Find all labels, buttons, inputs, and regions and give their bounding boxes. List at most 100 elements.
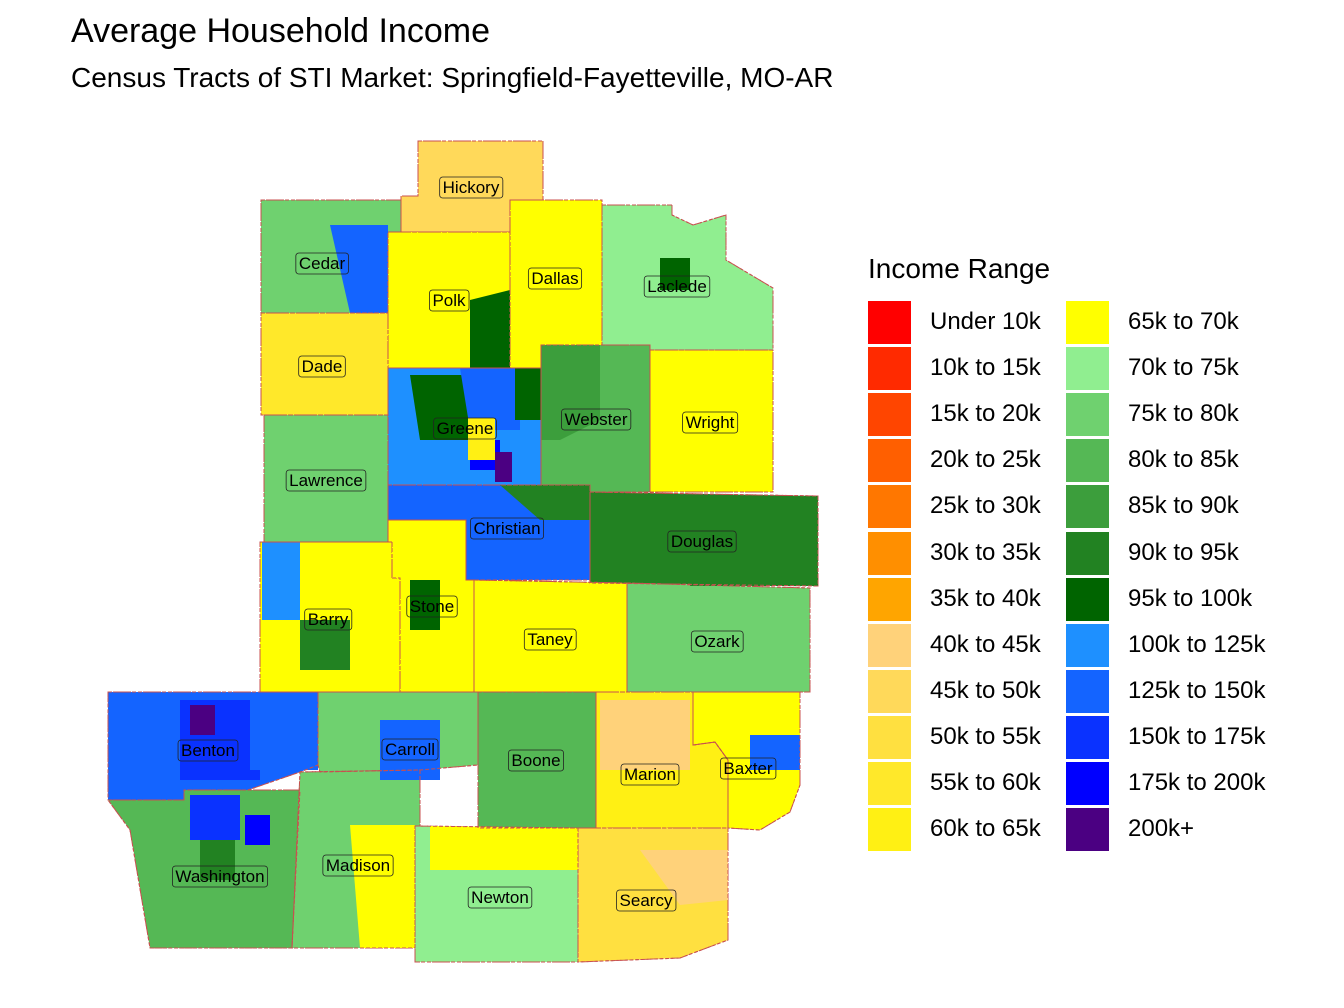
legend-swatch <box>868 439 911 483</box>
county-label-box <box>322 854 394 877</box>
county-labels: Hickory Cedar Polk Dallas Laclede Dade Greene W… <box>172 176 777 912</box>
legend-item: Under 10k <box>868 300 1098 346</box>
legend-item: 85k to 90k <box>1066 484 1296 530</box>
county-boundary <box>626 582 811 693</box>
county-label-box <box>295 252 349 275</box>
legend-item: 55k to 60k <box>868 761 1098 807</box>
county-label-box <box>643 275 711 298</box>
legend-label: 80k to 85k <box>1128 446 1239 474</box>
legend-label: 125k to 150k <box>1128 676 1266 704</box>
county-label: Dade <box>298 355 346 378</box>
tract-patch <box>410 580 440 630</box>
county-label-box <box>381 738 439 761</box>
county-label: Dallas <box>527 267 583 290</box>
legend-label: 65k to 70k <box>1128 308 1239 335</box>
legend-label: 15k to 20k <box>930 400 1041 428</box>
county-label-box <box>527 267 583 290</box>
legend-item: 175k to 200k <box>1066 761 1296 807</box>
county-label-box <box>429 289 470 312</box>
choropleth-map: Hickory Cedar Polk Dallas Laclede Dade Greene W… <box>107 140 819 963</box>
county-label-box <box>433 417 497 440</box>
legend-label: 45k to 50k <box>930 676 1041 704</box>
legend-label: 150k to 175k <box>1128 722 1266 750</box>
legend-swatch <box>1066 485 1109 529</box>
legend-item: 65k to 70k <box>1066 300 1296 346</box>
county-label-text: Marion <box>624 765 676 784</box>
legend-item: 125k to 150k <box>1066 669 1296 715</box>
county-label-text: Laclede <box>647 277 707 296</box>
county-label: Greene <box>433 417 497 440</box>
legend-swatch <box>1066 715 1109 759</box>
tract-patch <box>515 368 541 420</box>
legend-swatch <box>1066 347 1109 391</box>
county-label-box <box>720 757 777 780</box>
county-boundary <box>589 491 819 587</box>
legend-label: 60k to 65k <box>930 815 1041 843</box>
tract-patch <box>466 520 590 580</box>
county-label-text: Webster <box>565 410 628 429</box>
legend-item: 150k to 175k <box>1066 715 1296 761</box>
legend-label: 95k to 100k <box>1128 584 1253 612</box>
county-label-text: Newton <box>471 888 529 907</box>
county-label-text: Wright <box>686 413 735 432</box>
county-label: Polk <box>429 289 470 312</box>
legend-item: 95k to 100k <box>1066 577 1296 623</box>
legend-swatch <box>868 715 911 759</box>
county-label-text: Dade <box>302 357 343 376</box>
legend-item: 100k to 125k <box>1066 623 1296 669</box>
county-label: Webster <box>561 408 632 431</box>
county-label-text: Stone <box>410 597 454 616</box>
legend-swatch <box>1066 531 1109 575</box>
county-label-text: Benton <box>181 741 235 760</box>
county-label: Newton <box>467 886 533 909</box>
county-label-box <box>172 865 268 888</box>
legend-label: 70k to 75k <box>1128 354 1239 382</box>
county-boundary <box>649 349 774 493</box>
county-label-box <box>667 530 737 553</box>
legend-swatch <box>868 393 911 437</box>
tract-patch <box>190 795 240 840</box>
county-label: Barry <box>304 608 353 631</box>
county-label-text: Hickory <box>443 178 500 197</box>
county-label-box <box>561 408 632 431</box>
county-label: Lawrence <box>285 469 367 492</box>
county-label: Benton <box>177 739 239 762</box>
legend-item: 75k to 80k <box>1066 392 1296 438</box>
legend-item: 80k to 85k <box>1066 438 1296 484</box>
legend-item: 60k to 65k <box>868 807 1098 853</box>
county-label-box <box>690 630 744 653</box>
county-label-text: Dallas <box>531 269 578 288</box>
county-label-box <box>439 176 504 199</box>
county-label-text: Washington <box>175 867 264 886</box>
legend-swatch <box>1066 669 1109 713</box>
county-label: Ozark <box>690 630 744 653</box>
county-boundary <box>107 789 301 949</box>
legend-swatch <box>868 808 911 852</box>
county-label: Boone <box>508 749 564 772</box>
county-label-box <box>304 608 353 631</box>
legend-swatch <box>868 347 911 391</box>
county-label-box <box>406 595 458 618</box>
map-subtitle: Census Tracts of STI Market: Springfield… <box>71 62 834 93</box>
legend-title: Income Range <box>868 253 1051 284</box>
tract-patch <box>500 485 590 520</box>
legend-item: 40k to 45k <box>868 623 1098 669</box>
county-boundary <box>473 579 628 693</box>
county-label: Taney <box>523 628 577 651</box>
county-label-box <box>508 749 564 772</box>
tract-patch <box>262 542 300 620</box>
legend-label: 50k to 55k <box>930 722 1041 750</box>
legend-item: 50k to 55k <box>868 715 1098 761</box>
legend-label: 55k to 60k <box>930 769 1041 796</box>
legend-item: 15k to 20k <box>868 392 1098 438</box>
tract-patch <box>410 375 470 440</box>
tract-patch <box>250 700 318 770</box>
tract-patch <box>430 826 578 870</box>
legend-label: 175k to 200k <box>1128 769 1266 796</box>
county-label-text: Baxter <box>723 759 772 778</box>
county-label-text: Boone <box>511 751 560 770</box>
county-label-box <box>470 517 544 540</box>
legend-swatch <box>868 577 911 621</box>
county-label-box <box>285 469 367 492</box>
legend-label: 10k to 15k <box>930 354 1041 382</box>
